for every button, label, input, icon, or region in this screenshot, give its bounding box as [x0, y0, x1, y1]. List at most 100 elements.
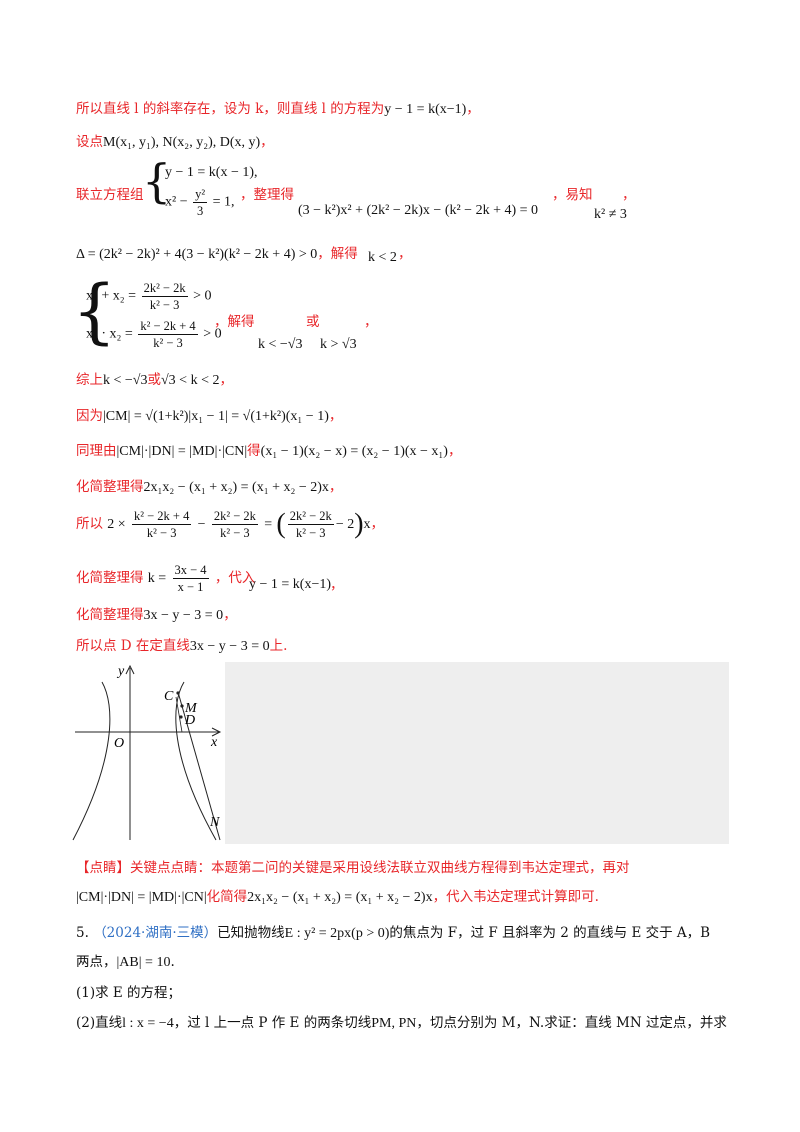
prod-post: > 0 [203, 326, 222, 342]
comment-text-1: 关键点点睛：本题第二问的关键是采用设线法联立双曲线方程得到韦达定理式，再对 [130, 860, 630, 876]
k-range-2: k > √3 [320, 337, 357, 352]
line-simplify-1: 化简整理得2x₁x₂ − (x₁ + x₂) = (x₁ + x₂ − 2)x， [76, 475, 342, 496]
slope-text: 所以直线 l 的斜率存在，设为 k，则直线 l 的方程为 [76, 101, 385, 117]
conclusion-text: 所以点 D 在定直线 [76, 638, 190, 654]
problem-text-1: 已知抛物线 [217, 925, 285, 941]
problem-text-3: 两点， [76, 954, 117, 970]
vieta-product: x₁ · x₂ = k² − 2k + 4 k² − 3 > 0 [86, 318, 222, 351]
punct: ， [622, 187, 636, 203]
comment-tag: 【点睛】 [76, 860, 130, 876]
system-eq-2: x² − y² 3 = 1, [165, 186, 235, 219]
vieta-brace: { [72, 270, 117, 352]
label-n: N [209, 815, 220, 830]
two-times: 2 × [107, 517, 126, 532]
punct: ， [260, 134, 274, 150]
solve-text: ，解得 [317, 246, 358, 262]
comment-text-3: ，代入韦达定理式计算即可. [432, 889, 599, 905]
comment-text-2: 化简得 [206, 889, 248, 905]
line-l-math: l : x = −4 [122, 1016, 174, 1031]
y-axis-arrow [125, 664, 135, 675]
k-range-1: k < −√3 [258, 337, 303, 352]
quadratic-equation: (3 − k²)x² + (2k² − 2k)x − (k² − 2k + 4)… [298, 203, 539, 218]
frac3-num: 2k² − 2k [287, 509, 334, 525]
points-math: M(x₁, y₁), N(x₂, y₂), D(x, y) [103, 135, 261, 150]
known-text: ，易知 [552, 187, 593, 203]
problem-number: 5. [76, 925, 89, 941]
punct: ， [223, 607, 237, 623]
label-c: C [164, 689, 174, 704]
minus: − [197, 517, 206, 532]
line-conclusion: 所以点 D 在定直线3x − y − 3 = 0上. [76, 634, 287, 655]
problem-source: （2024·湖南·三模） [93, 925, 218, 941]
line-substitute: 所以 2 × k² − 2k + 4 k² − 3 − 2k² − 2k k² − … [76, 508, 385, 541]
segment-cd [175, 696, 183, 733]
question-2-text-b: ，过 l 上一点 P 作 E 的两条切线 [173, 1015, 372, 1031]
k-result-1: k < 2 [368, 250, 397, 265]
frac3-den: k² − 3 [296, 526, 326, 540]
solve-text-2: ，解得 [214, 314, 255, 330]
line-equation: y − 1 = k(x−1) [384, 102, 467, 117]
cm-math: |CM| = √(1+k²)|x₁ − 1| = √(1+k²)(x₁ − 1) [103, 409, 329, 424]
problem-text-4: . [170, 954, 175, 970]
figure-placeholder [225, 662, 729, 844]
line-similar: 同理由|CM|·|DN| = |MD|·|CN|得(x₁ − 1)(x₂ − x… [76, 439, 461, 460]
x-axis-arrow [211, 727, 222, 737]
get-text: 得 [247, 443, 261, 459]
sum-den: k² − 3 [149, 298, 180, 312]
label-x: x [210, 735, 218, 750]
discriminant-math: Δ = (2k² − 2k)² + 4(3 − k²)(k² − 2k + 4)… [76, 247, 318, 262]
point-d [179, 715, 183, 719]
point-c [176, 691, 180, 695]
sum-post: > 0 [193, 288, 212, 304]
parabola-math: E : y² = 2px(p > 0) [284, 926, 390, 941]
comment-line-1: 【点睛】关键点点睛：本题第二问的关键是采用设线法联立双曲线方程得到韦达定理式，再… [76, 856, 630, 876]
punct: ， [330, 577, 344, 593]
simplify-math: 2x₁x₂ − (x₁ + x₂) = (x₁ + x₂ − 2)x [143, 480, 329, 495]
k-den: x − 1 [177, 580, 204, 594]
punct: ， [447, 443, 462, 459]
simplify-text: 化简整理得 [76, 479, 144, 495]
system-label: 联立方程组 [76, 183, 144, 203]
problem-text-2: 的焦点为 F，过 F 且斜率为 2 的直线与 E 交于 A，B [389, 925, 711, 941]
frac1-den: k² − 3 [146, 526, 177, 540]
combined-math-2: √3 < k < 2 [160, 373, 220, 388]
hyperbola-figure: y x O C M D N [72, 664, 222, 841]
ratio-result-math: (x₁ − 1)(x₂ − x) = (x₂ − 1)(x − x₁) [260, 444, 448, 459]
simplify-text-2: 化简整理得 [76, 570, 144, 586]
point-m [180, 704, 184, 708]
equals: = [264, 517, 273, 532]
conclusion-end: 上. [269, 638, 288, 654]
frac2-num: 2k² − 2k [211, 509, 258, 525]
simplify-text-3: 化简整理得 [76, 607, 144, 623]
because-text: 因为 [76, 408, 103, 424]
line-discriminant: Δ = (2k² − 2k)² + 4(3 − k²)(k² − 2k + 4)… [76, 242, 358, 263]
vieta-sum: x₁ + x₂ = 2k² − 2k k² − 3 > 0 [86, 280, 212, 313]
question-2-text-a: (2)直线 [76, 1015, 123, 1031]
prod-pre: x₁ · x₂ = [86, 326, 133, 342]
fixed-line-math-2: 3x − y − 3 = 0 [189, 639, 270, 654]
line-slope: 所以直线 l 的斜率存在，设为 k，则直线 l 的方程为y − 1 = k(x−… [76, 97, 480, 118]
or-text: 或 [306, 314, 320, 330]
question-1-text: (1)求 E 的方程； [76, 985, 182, 1001]
problem-line-2: 两点，|AB| = 10. [76, 950, 175, 971]
ratio-math: |CM|·|DN| = |MD|·|CN| [116, 444, 248, 459]
prod-den: k² − 3 [153, 336, 183, 350]
points-text: 设点 [76, 134, 103, 150]
system-brace: { [142, 154, 172, 208]
k-equals: k = [147, 571, 167, 586]
eq2-post: = 1, [212, 194, 235, 210]
punct: ， [370, 516, 385, 532]
line-simplify-3: 化简整理得3x − y − 3 = 0， [76, 603, 237, 624]
k-num: 3x − 4 [172, 563, 209, 579]
combined-math-1: k < −√3 [103, 373, 148, 388]
eq2-den: 3 [196, 204, 204, 218]
punct: ， [466, 101, 480, 117]
k-condition: k² ≠ 3 [594, 207, 627, 222]
comment-math-2: 2x₁x₂ − (x₁ + x₂) = (x₁ + x₂ − 2)x [247, 890, 433, 905]
label-o: O [114, 736, 124, 751]
var-x: x [363, 517, 371, 532]
sort-text: ，整理得 [240, 187, 294, 203]
punct: ， [328, 479, 343, 495]
